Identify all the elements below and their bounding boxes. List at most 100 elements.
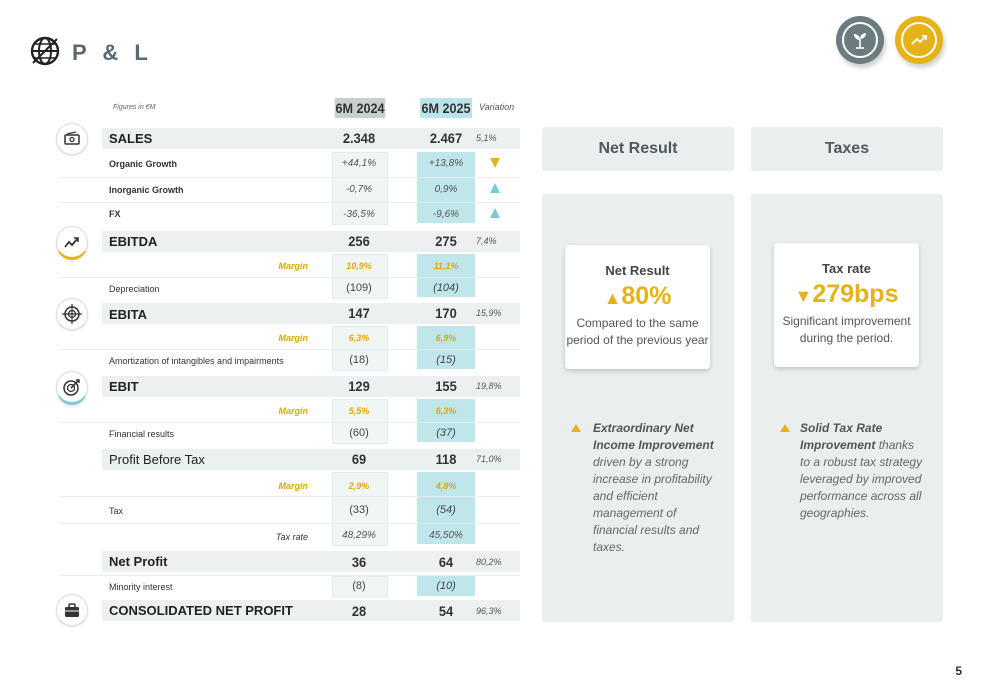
ebitda-label: EBITDA <box>109 234 158 249</box>
taxes-bullet: Solid Tax Rate Improvement thanks to a r… <box>800 420 925 522</box>
cash-icon <box>56 123 88 155</box>
pbt-margin-2024: 2,9% <box>348 481 370 491</box>
net-result-bullet-text: driven by a strong increase in profitabi… <box>593 455 712 554</box>
taxrate-label: Tax rate <box>275 532 308 542</box>
inorganic-label: Inorganic Growth <box>109 185 184 195</box>
pbt-margin-label: Margin <box>278 481 308 491</box>
col-b-block <box>417 326 475 369</box>
taxes-bullet-title: Solid Tax Rate Improvement <box>800 421 883 452</box>
net-profit-2024: 36 <box>351 554 367 570</box>
ebit-margin-label: Margin <box>278 406 308 416</box>
col-b-block <box>417 576 475 596</box>
page-title: P & L <box>72 40 153 65</box>
inorganic-2024: -0,7% <box>345 184 373 195</box>
pbt-2024: 69 <box>351 451 367 467</box>
fx-2025: -9,6% <box>432 209 460 220</box>
financial-2025: (37) <box>436 427 456 439</box>
pbt-label: Profit Before Tax <box>109 452 205 467</box>
column-header-6m-2025: 6M 2025 <box>419 98 473 118</box>
depreciation-label: Depreciation <box>109 284 160 294</box>
dart-icon <box>56 371 88 405</box>
taxrate-2024: 48,29% <box>342 530 376 541</box>
net-profit-row <box>102 551 520 572</box>
net-result-card-title: Net Result <box>605 263 670 278</box>
amortization-label: Amortization of intangibles and impairme… <box>109 356 284 366</box>
taxrate-2025: 45,50% <box>429 530 463 541</box>
ebitda-row <box>102 231 520 252</box>
down-arrow-icon <box>490 158 500 168</box>
ebit-label: EBIT <box>109 379 139 394</box>
growth-icon-button[interactable] <box>895 16 943 64</box>
col-b-block <box>417 399 475 442</box>
ebit-2024: 129 <box>348 378 370 394</box>
consolidated-2025: 54 <box>438 603 454 619</box>
inorganic-2025: 0,9% <box>434 184 458 195</box>
organic-2024: +44,1% <box>341 158 377 169</box>
briefcase-icon <box>56 594 88 626</box>
tax-2024: (33) <box>349 504 369 516</box>
plant-icon-button[interactable] <box>836 16 884 64</box>
tax-label: Tax <box>109 506 124 516</box>
sales-2025: 2.467 <box>429 130 463 146</box>
pbt-margin-2025: 4,8% <box>435 481 457 491</box>
globe-icon <box>30 36 60 66</box>
col-a-block <box>332 254 388 299</box>
minority-2025: (10) <box>436 580 456 592</box>
net-result-desc: Compared to the same period of the previ… <box>566 316 709 347</box>
col-b-block <box>417 152 475 223</box>
net-profit-2025: 64 <box>438 554 454 570</box>
ebit-margin-2025: 6,3% <box>435 406 457 416</box>
net-result-card: Net Result ▲80% Compared to the same per… <box>565 245 710 369</box>
taxes-card-title: Tax rate <box>822 261 871 276</box>
ebita-margin-2025: 6,9% <box>435 333 457 343</box>
sales-label: SALES <box>109 131 153 146</box>
up-triangle-icon: ▲ <box>603 288 622 308</box>
ebit-variation: 19,8% <box>476 381 502 391</box>
ebita-margin-2024: 6,3% <box>348 333 370 343</box>
ebitda-2024: 256 <box>348 233 370 249</box>
bullet-triangle-icon <box>571 424 581 432</box>
ebita-2024: 147 <box>348 305 370 321</box>
bullet-triangle-icon <box>780 424 790 432</box>
ebita-row <box>102 303 520 324</box>
ebita-label: EBITA <box>109 307 148 322</box>
plant-icon <box>854 33 866 49</box>
net-result-header: Net Result <box>542 127 734 171</box>
column-header-6m-2024: 6M 2024 <box>334 98 386 118</box>
col-a-block <box>332 326 388 371</box>
fx-2024: -36,5% <box>343 209 375 220</box>
tax-2025: (54) <box>436 504 456 516</box>
depreciation-2025: (104) <box>433 282 459 294</box>
sales-variation: 5,1% <box>476 133 497 143</box>
sales-row <box>102 128 520 149</box>
consolidated-variation: 96,3% <box>476 606 502 616</box>
financial-2024: (60) <box>349 427 369 439</box>
taxes-kpi: ▼279bps <box>794 280 899 308</box>
page-number: 5 <box>955 664 962 678</box>
ebit-row <box>102 376 520 397</box>
consolidated-label: CONSOLIDATED NET PROFIT <box>109 603 293 618</box>
pbt-row <box>102 449 520 470</box>
ebita-2025: 170 <box>435 305 457 321</box>
pbt-variation: 71,0% <box>476 454 502 464</box>
net-result-bullet: Extraordinary Net Income Improvement dri… <box>593 420 718 556</box>
down-triangle-icon: ▼ <box>794 286 813 306</box>
col-b-block <box>417 254 475 297</box>
col-a-block <box>332 399 388 444</box>
ebitda-margin-2025: 11,1% <box>433 261 459 271</box>
consolidated-2024: 28 <box>351 603 367 619</box>
fx-label: FX <box>109 209 121 219</box>
taxes-bullet-text: thanks to a robust tax strategy leverage… <box>800 438 923 520</box>
depreciation-2024: (109) <box>346 282 372 294</box>
taxes-card: Tax rate ▼279bps Significant improvement… <box>774 243 919 367</box>
net-profit-variation: 80,2% <box>476 557 502 567</box>
target-icon <box>56 298 88 330</box>
growth-icon <box>911 35 927 45</box>
ebit-margin-2024: 5,5% <box>348 406 370 416</box>
minority-label: Minority interest <box>109 582 173 592</box>
consolidated-row <box>102 600 520 621</box>
ebitda-variation: 7,4% <box>476 236 497 246</box>
ebitda-2025: 275 <box>435 233 457 249</box>
organic-label: Organic Growth <box>109 159 178 169</box>
figures-note: Figures in €M <box>113 104 156 111</box>
